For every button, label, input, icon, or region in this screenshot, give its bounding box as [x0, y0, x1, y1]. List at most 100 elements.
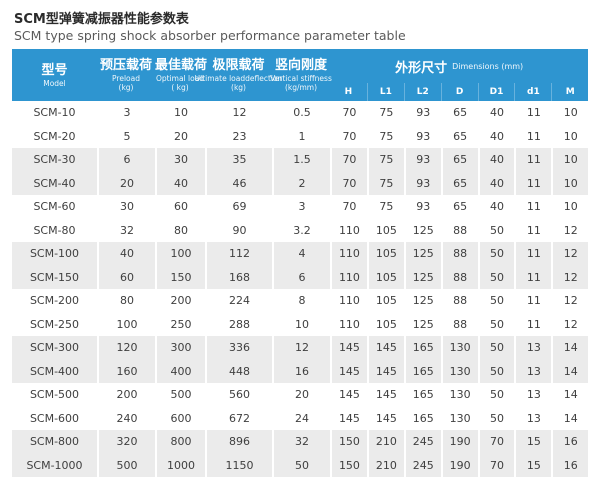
col-header-dimensions-en: Dimensions (mm) — [452, 62, 524, 71]
cell-value: 245 — [403, 430, 441, 454]
cell-value: 70 — [477, 430, 515, 454]
cell-value: 240 — [97, 406, 155, 430]
cell-value: 288 — [205, 312, 272, 336]
cell-value: 12 — [551, 312, 589, 336]
cell-value: 75 — [366, 171, 404, 195]
cell-value: 150 — [330, 430, 367, 454]
cell-value: 130 — [440, 383, 478, 407]
cell-value: 160 — [97, 359, 155, 383]
cell-value: 11 — [514, 265, 552, 289]
table-row: SCM-80 32 80 90 3.2 110 105 125 88 50 11 12 — [12, 218, 589, 242]
cell-value: 110 — [330, 289, 367, 313]
col-header-preload: 预压载荷 Preload (kg) — [97, 49, 155, 101]
cell-value: 224 — [205, 289, 272, 313]
cell-value: 110 — [330, 312, 367, 336]
cell-value: 800 — [155, 430, 205, 454]
cell-model: SCM-150 — [12, 265, 97, 289]
cell-value: 50 — [477, 383, 515, 407]
cell-value: 88 — [440, 265, 478, 289]
table-row: SCM-800 320 800 896 32 150 210 245 190 70 15 16 — [12, 430, 589, 454]
cell-value: 93 — [403, 101, 441, 125]
col-header-optimal-unit: ( kg) — [171, 83, 189, 92]
cell-value: 12 — [551, 289, 589, 313]
cell-value: 93 — [403, 148, 441, 172]
cell-model: SCM-400 — [12, 359, 97, 383]
cell-model: SCM-300 — [12, 336, 97, 360]
cell-value: 16 — [272, 359, 330, 383]
cell-value: 130 — [440, 336, 478, 360]
cell-value: 11 — [514, 218, 552, 242]
cell-value: 100 — [97, 312, 155, 336]
col-header-ultimate-zh: 极限载荷 — [212, 58, 265, 73]
cell-value: 30 — [155, 148, 205, 172]
cell-value: 150 — [155, 265, 205, 289]
cell-value: 70 — [477, 453, 515, 477]
cell-value: 145 — [330, 406, 367, 430]
dim-column-header-L1: L1 — [366, 83, 404, 101]
col-header-model: 型号 Model — [12, 49, 97, 101]
cell-value: 500 — [155, 383, 205, 407]
cell-value: 3.2 — [272, 218, 330, 242]
cell-value: 13 — [514, 383, 552, 407]
cell-value: 300 — [155, 336, 205, 360]
cell-value: 4 — [272, 242, 330, 266]
cell-value: 10 — [551, 124, 589, 148]
col-header-ultimate-en: Ultimate loaddeflection — [194, 74, 283, 83]
dim-column-header-d1: d1 — [514, 83, 552, 101]
col-header-optimal-en: Optimal load — [155, 74, 205, 83]
cell-value: 8 — [272, 289, 330, 313]
cell-value: 11 — [514, 289, 552, 313]
cell-value: 65 — [440, 195, 478, 219]
cell-value: 50 — [477, 336, 515, 360]
cell-value: 90 — [205, 218, 272, 242]
cell-value: 20 — [272, 383, 330, 407]
cell-value: 20 — [97, 171, 155, 195]
cell-value: 896 — [205, 430, 272, 454]
cell-value: 15 — [514, 430, 552, 454]
cell-value: 24 — [272, 406, 330, 430]
cell-value: 14 — [551, 383, 589, 407]
cell-value: 105 — [366, 218, 404, 242]
cell-value: 16 — [551, 453, 589, 477]
cell-value: 11 — [514, 242, 552, 266]
cell-value: 75 — [366, 101, 404, 125]
col-header-model-en: Model — [43, 78, 66, 88]
cell-value: 50 — [477, 312, 515, 336]
cell-value: 50 — [477, 406, 515, 430]
cell-value: 70 — [330, 124, 367, 148]
col-header-dimensions: 外形尺寸 Dimensions (mm) — [330, 49, 589, 83]
cell-value: 105 — [366, 265, 404, 289]
cell-value: 110 — [330, 242, 367, 266]
col-header-stiffness-zh: 竖向刚度 — [274, 58, 327, 73]
cell-value: 145 — [366, 406, 404, 430]
cell-value: 165 — [403, 336, 441, 360]
cell-value: 23 — [205, 124, 272, 148]
cell-model: SCM-1000 — [12, 453, 97, 477]
table-row: SCM-30 6 30 35 1.5 70 75 93 65 40 11 10 — [12, 148, 589, 172]
cell-model: SCM-800 — [12, 430, 97, 454]
cell-value: 11 — [514, 101, 552, 125]
dim-column-header-M: M — [551, 83, 589, 101]
cell-value: 105 — [366, 312, 404, 336]
cell-value: 11 — [514, 124, 552, 148]
cell-value: 100 — [155, 242, 205, 266]
cell-value: 200 — [155, 289, 205, 313]
cell-value: 65 — [440, 148, 478, 172]
cell-value: 30 — [97, 195, 155, 219]
cell-value: 69 — [205, 195, 272, 219]
page-header: SCM型弹簧减振器性能参数表 SCM type spring shock abs… — [0, 0, 600, 43]
cell-value: 336 — [205, 336, 272, 360]
cell-value: 40 — [97, 242, 155, 266]
dim-column-header-D1: D1 — [477, 83, 515, 101]
col-header-vertical-stiffness: 竖向刚度 Vertical stiffness (kg/mm) — [270, 49, 332, 101]
cell-value: 320 — [97, 430, 155, 454]
table-row: SCM-500 200 500 560 20 145 145 165 130 50 13 14 — [12, 383, 589, 407]
cell-value: 600 — [155, 406, 205, 430]
cell-value: 12 — [551, 218, 589, 242]
cell-value: 130 — [440, 406, 478, 430]
cell-value: 125 — [403, 265, 441, 289]
cell-model: SCM-20 — [12, 124, 97, 148]
page-subtitle: SCM type spring shock absorber performan… — [14, 28, 406, 43]
cell-value: 70 — [330, 101, 367, 125]
table-row: SCM-100 40 100 112 4 110 105 125 88 50 11 12 — [12, 242, 589, 266]
